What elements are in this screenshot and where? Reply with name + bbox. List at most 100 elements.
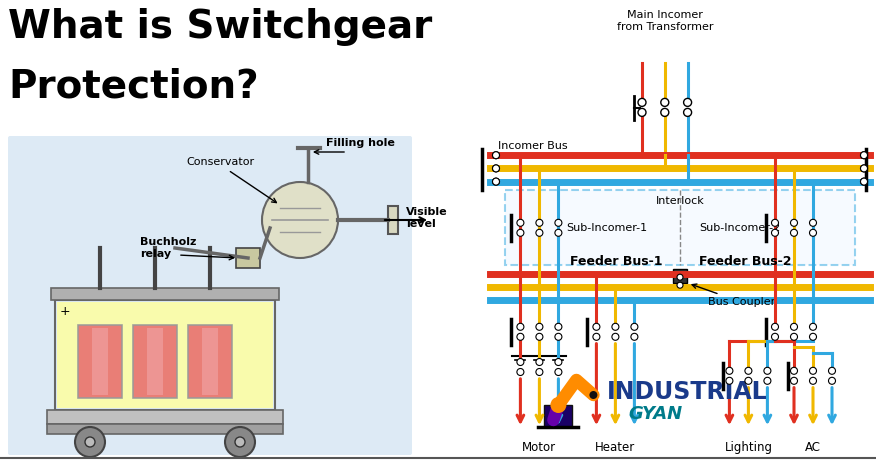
- Circle shape: [517, 333, 524, 341]
- Text: Filling hole: Filling hole: [326, 138, 394, 148]
- Circle shape: [492, 178, 499, 185]
- Circle shape: [764, 377, 771, 384]
- Circle shape: [860, 152, 867, 159]
- Circle shape: [612, 333, 619, 341]
- Circle shape: [683, 108, 691, 116]
- Text: Incomer Bus: Incomer Bus: [498, 141, 568, 151]
- Circle shape: [860, 178, 867, 185]
- Circle shape: [790, 323, 797, 330]
- Bar: [673, 269, 687, 283]
- Bar: [188, 325, 232, 398]
- Text: Lighting: Lighting: [724, 441, 773, 454]
- Circle shape: [638, 108, 646, 116]
- Circle shape: [683, 98, 691, 106]
- Circle shape: [860, 152, 867, 159]
- Text: Main Incomer
from Transformer: Main Incomer from Transformer: [617, 10, 713, 32]
- Circle shape: [860, 165, 867, 172]
- Circle shape: [225, 427, 255, 457]
- Text: Conservator: Conservator: [186, 157, 254, 167]
- Circle shape: [790, 377, 797, 384]
- Text: +: +: [60, 305, 71, 318]
- Text: AC: AC: [805, 441, 821, 454]
- Bar: [47, 410, 283, 424]
- Bar: [202, 328, 218, 395]
- Text: Bus Coupler: Bus Coupler: [692, 284, 775, 307]
- Circle shape: [790, 333, 797, 341]
- Text: Heater: Heater: [596, 441, 635, 454]
- Circle shape: [555, 323, 562, 330]
- Text: GYAN: GYAN: [628, 405, 682, 423]
- Circle shape: [809, 377, 816, 384]
- Text: Sub-Incomer-1: Sub-Incomer-1: [566, 223, 647, 233]
- Circle shape: [517, 368, 524, 375]
- Bar: [92, 328, 108, 395]
- Bar: [147, 328, 163, 395]
- Circle shape: [677, 282, 683, 288]
- Bar: [236, 248, 260, 268]
- Circle shape: [555, 219, 562, 226]
- Circle shape: [555, 333, 562, 341]
- Circle shape: [790, 367, 797, 374]
- Circle shape: [860, 165, 867, 172]
- Circle shape: [517, 323, 524, 330]
- Circle shape: [772, 229, 779, 236]
- Text: Feeder Bus-2: Feeder Bus-2: [699, 255, 792, 268]
- Circle shape: [772, 219, 779, 226]
- Circle shape: [809, 219, 816, 226]
- Bar: [505, 190, 855, 265]
- Circle shape: [631, 333, 638, 341]
- Circle shape: [829, 367, 836, 374]
- Bar: [544, 405, 572, 427]
- Circle shape: [492, 165, 499, 172]
- Circle shape: [517, 219, 524, 226]
- Bar: [78, 325, 122, 398]
- Circle shape: [593, 323, 600, 330]
- Circle shape: [772, 333, 779, 341]
- Circle shape: [75, 427, 105, 457]
- Circle shape: [555, 229, 562, 236]
- Circle shape: [661, 108, 668, 116]
- Circle shape: [809, 229, 816, 236]
- Circle shape: [631, 323, 638, 330]
- Circle shape: [790, 229, 797, 236]
- Circle shape: [492, 152, 499, 159]
- Circle shape: [745, 367, 752, 374]
- Circle shape: [593, 333, 600, 341]
- Circle shape: [517, 229, 524, 236]
- Circle shape: [517, 358, 524, 365]
- Circle shape: [809, 367, 816, 374]
- Circle shape: [536, 323, 543, 330]
- Circle shape: [536, 368, 543, 375]
- Circle shape: [809, 333, 816, 341]
- Circle shape: [590, 391, 597, 399]
- Circle shape: [235, 437, 245, 447]
- Circle shape: [860, 178, 867, 185]
- Circle shape: [536, 333, 543, 341]
- Text: Sub-Incomer-2: Sub-Incomer-2: [699, 223, 781, 233]
- Text: Buchholz
relay: Buchholz relay: [140, 237, 196, 259]
- Circle shape: [555, 358, 562, 365]
- Text: Visible
level: Visible level: [406, 207, 448, 229]
- Text: What is Switchgear: What is Switchgear: [8, 8, 432, 46]
- Circle shape: [536, 229, 543, 236]
- Circle shape: [536, 358, 543, 365]
- Text: Protection?: Protection?: [8, 68, 258, 106]
- Circle shape: [764, 367, 771, 374]
- Circle shape: [661, 98, 668, 106]
- Bar: [388, 206, 398, 234]
- Circle shape: [772, 323, 779, 330]
- FancyBboxPatch shape: [8, 136, 412, 455]
- Circle shape: [638, 98, 646, 106]
- Circle shape: [492, 178, 499, 185]
- Circle shape: [829, 377, 836, 384]
- Circle shape: [492, 152, 499, 159]
- Circle shape: [612, 323, 619, 330]
- Text: Motor: Motor: [522, 441, 556, 454]
- Circle shape: [262, 182, 338, 258]
- Bar: [51, 288, 279, 300]
- Circle shape: [550, 397, 567, 413]
- Circle shape: [85, 437, 95, 447]
- Circle shape: [492, 165, 499, 172]
- Circle shape: [790, 219, 797, 226]
- Bar: [57, 302, 273, 408]
